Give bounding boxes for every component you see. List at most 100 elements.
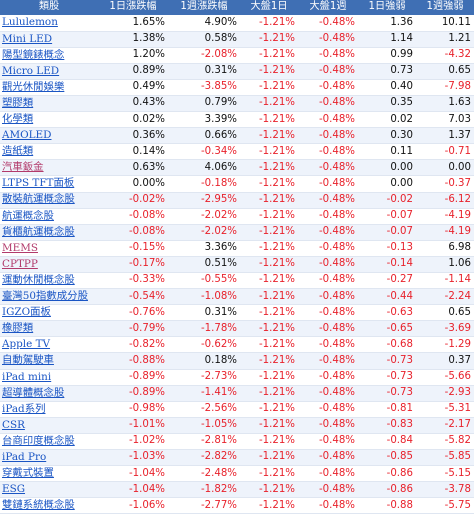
cell-1w-change: -2.08%	[168, 47, 240, 64]
cell-1w-strength: -1.29	[416, 336, 474, 354]
cell-market-1d: -1.21%	[240, 15, 298, 32]
cell-1d-change: -1.01%	[98, 417, 168, 434]
cell-sector: 運動休閒概念股	[0, 272, 98, 290]
cell-1d-change: 0.02%	[98, 111, 168, 129]
header-sector[interactable]: 類股	[0, 0, 98, 15]
table-row: MEMS -0.15% 3.36% -1.21% -0.48% -0.13 6.98	[0, 240, 474, 257]
sector-link[interactable]: 橡膠類	[2, 322, 34, 335]
cell-1w-strength: -0.37	[416, 175, 474, 193]
cell-1d-strength: -0.73	[358, 352, 416, 370]
sector-link[interactable]: CSR	[2, 418, 25, 431]
cell-1d-strength: -0.84	[358, 433, 416, 451]
sector-link[interactable]: 雙鏈系統概念股	[2, 499, 75, 512]
header-market-1w[interactable]: 大盤1週	[298, 0, 358, 15]
cell-market-1w: -0.48%	[298, 449, 358, 467]
sector-link[interactable]: ESG	[2, 483, 26, 496]
cell-market-1d: -1.21%	[240, 481, 298, 499]
cell-1d-strength: 0.99	[358, 47, 416, 64]
table-row: 塑膠類 0.43% 0.79% -1.21% -0.48% 0.35 1.63	[0, 95, 474, 113]
sector-link[interactable]: 航運概念股	[2, 209, 54, 222]
cell-market-1w: -0.48%	[298, 417, 358, 434]
cell-1w-strength: -4.32	[416, 47, 474, 64]
table-row: 台商印度概念股 -1.02% -2.81% -1.21% -0.48% -0.84 -5.8…	[0, 433, 474, 451]
cell-1w-strength: 1.63	[416, 95, 474, 113]
cell-1w-change: -2.81%	[168, 433, 240, 451]
sector-link[interactable]: 臺灣50指數成分股	[2, 290, 88, 303]
sector-link[interactable]: MEMS	[2, 241, 38, 254]
cell-market-1d: -1.21%	[240, 304, 298, 322]
cell-sector: Micro LED	[0, 63, 98, 80]
cell-1w-change: -1.78%	[168, 320, 240, 338]
header-1w-strength[interactable]: 1週強弱	[416, 0, 474, 15]
header-1d-strength[interactable]: 1日強弱	[358, 0, 416, 15]
sector-link[interactable]: LTPS TFT面板	[2, 177, 75, 190]
cell-1d-change: -0.17%	[98, 256, 168, 274]
cell-sector: 陽型鏡錶概念	[0, 47, 98, 64]
cell-market-1d: -1.21%	[240, 192, 298, 209]
sector-link[interactable]: IGZO面板	[2, 306, 51, 319]
sector-link[interactable]: Micro LED	[2, 64, 60, 77]
table-row: 穿戴式裝置 -1.04% -2.48% -1.21% -0.48% -0.86 -5.15	[0, 465, 474, 483]
sector-link[interactable]: 汽車鈑金	[2, 161, 44, 174]
sector-link[interactable]: 穿戴式裝置	[2, 467, 54, 480]
sector-link[interactable]: 台商印度概念股	[2, 434, 75, 447]
sector-link[interactable]: 觀光休閒娛樂	[2, 80, 65, 93]
cell-1d-change: -1.04%	[98, 481, 168, 499]
cell-1w-strength: -5.75	[416, 497, 474, 514]
cell-1d-change: 0.43%	[98, 95, 168, 113]
sector-link[interactable]: CPTPP	[2, 257, 38, 270]
table-row: 貨櫃航運概念股 -0.08% -2.02% -1.21% -0.48% -0.07 -4.1…	[0, 224, 474, 241]
cell-1w-change: -2.02%	[168, 208, 240, 225]
header-market-1d[interactable]: 大盤1日	[240, 0, 298, 15]
cell-sector: AMOLED	[0, 127, 98, 145]
cell-sector: 橡膠類	[0, 320, 98, 338]
header-1d-change[interactable]: 1日漲跌幅	[98, 0, 168, 15]
sector-link[interactable]: 自動駕駛車	[2, 354, 54, 367]
cell-market-1w: -0.48%	[298, 465, 358, 483]
sector-link[interactable]: Lululemon	[2, 16, 58, 29]
cell-1w-strength: -3.78	[416, 481, 474, 499]
sector-link[interactable]: 化學類	[2, 113, 34, 125]
cell-1w-strength: -2.17	[416, 417, 474, 434]
cell-sector: 台商印度概念股	[0, 433, 98, 451]
cell-1w-change: 4.06%	[168, 159, 240, 177]
cell-1d-change: -1.04%	[98, 465, 168, 483]
cell-sector: MEMS	[0, 240, 98, 257]
cell-market-1d: -1.21%	[240, 256, 298, 274]
sector-link[interactable]: 超導體概念股	[2, 386, 65, 399]
cell-1w-change: -2.95%	[168, 192, 240, 209]
cell-1w-change: 0.66%	[168, 127, 240, 145]
cell-market-1d: -1.21%	[240, 369, 298, 386]
cell-1d-change: -0.89%	[98, 385, 168, 402]
cell-1w-change: 0.51%	[168, 256, 240, 274]
sector-link[interactable]: 運動休閒概念股	[2, 273, 75, 286]
cell-sector: 塑膠類	[0, 95, 98, 113]
cell-1d-strength: 1.14	[358, 31, 416, 48]
cell-market-1d: -1.21%	[240, 288, 298, 306]
sector-link[interactable]: Apple TV	[2, 338, 51, 351]
cell-1d-strength: -0.68	[358, 336, 416, 354]
header-1w-change[interactable]: 1週漲跌幅	[168, 0, 240, 15]
sector-link[interactable]: iPad系列	[2, 402, 46, 415]
sector-link[interactable]: Mini LED	[2, 32, 53, 45]
sector-link[interactable]: 貨櫃航運概念股	[2, 225, 75, 238]
sector-link[interactable]: 造紙類	[2, 145, 34, 158]
cell-1d-strength: 0.73	[358, 63, 416, 80]
sector-link[interactable]: iPad Pro	[2, 450, 47, 463]
cell-market-1w: -0.48%	[298, 272, 358, 290]
cell-1w-change: 0.18%	[168, 352, 240, 370]
sector-link[interactable]: iPad mini	[2, 370, 52, 383]
cell-sector: 化學類	[0, 111, 98, 129]
cell-sector: iPad系列	[0, 401, 98, 418]
cell-1d-strength: -0.88	[358, 497, 416, 514]
table-row: 運動休閒概念股 -0.33% -0.55% -1.21% -0.48% -0.27 -1.1…	[0, 272, 474, 290]
sector-link[interactable]: 陽型鏡錶概念	[2, 48, 65, 61]
sector-link[interactable]: 散裝航運概念股	[2, 193, 75, 206]
cell-sector: 汽車鈑金	[0, 159, 98, 177]
cell-market-1w: -0.48%	[298, 31, 358, 48]
cell-market-1d: -1.21%	[240, 175, 298, 193]
sector-link[interactable]: 塑膠類	[2, 96, 34, 109]
sector-link[interactable]: AMOLED	[2, 129, 52, 142]
cell-1d-strength: -0.86	[358, 481, 416, 499]
